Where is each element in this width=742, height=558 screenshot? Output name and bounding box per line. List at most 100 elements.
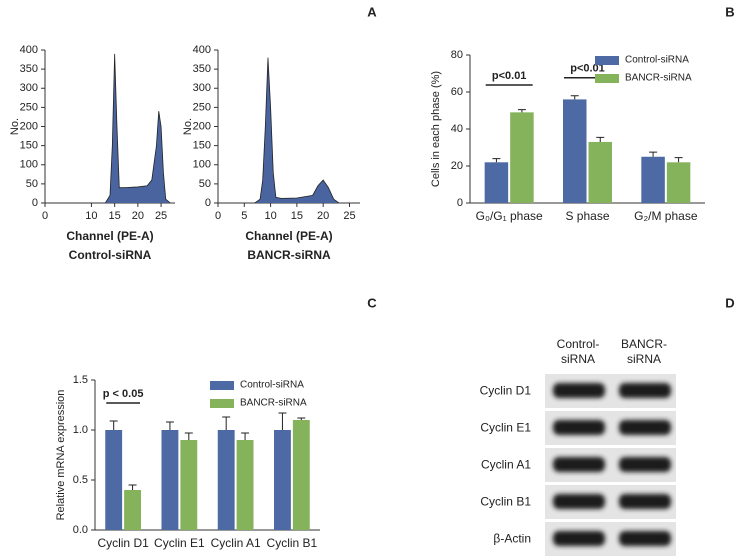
blot-band [553, 383, 605, 398]
error-bar [674, 157, 683, 163]
bar [274, 430, 291, 530]
bar [563, 99, 587, 203]
y-axis-label: No. [9, 118, 21, 135]
y-axis-label: No. [182, 118, 194, 135]
blot-column-label: BANCR- [621, 337, 667, 351]
blot-row-label: β-Actin [493, 532, 531, 546]
annotation: p<0.01 [570, 63, 605, 75]
y-tick-label: 400 [193, 44, 211, 56]
x-tick-label: Cyclin B1 [267, 536, 318, 550]
blot-band [619, 457, 671, 472]
y-tick-label: 350 [20, 63, 38, 75]
blot-row-label: Cyclin D1 [480, 384, 532, 398]
bar [236, 440, 254, 530]
histogram-area [254, 57, 340, 204]
x-tick-label: G₂/M phase [634, 209, 698, 223]
subtitle: BANCR-siRNA [247, 248, 331, 262]
x-axis-label: Channel (PE-A) [66, 229, 153, 243]
y-tick-label: 60 [451, 86, 463, 98]
x-tick-label: 15 [109, 210, 121, 222]
error-bar [517, 109, 526, 113]
blot-row-label: Cyclin E1 [480, 421, 531, 435]
y-tick-label: 200 [193, 120, 211, 132]
x-tick-label: 10 [264, 210, 276, 222]
blot-band [553, 457, 605, 472]
y-tick-label: 0.5 [73, 474, 88, 486]
error-bar [165, 421, 174, 430]
blot-row-label: Cyclin B1 [480, 495, 531, 509]
error-bar [128, 484, 137, 490]
error-bar [222, 416, 231, 430]
legend-swatch [595, 74, 619, 83]
histogram-area [105, 53, 171, 204]
y-tick-label: 150 [193, 140, 211, 152]
bar [484, 162, 509, 203]
y-tick-label: 250 [20, 101, 38, 113]
bar [124, 490, 141, 530]
y-tick-label: 0 [457, 197, 463, 209]
x-tick-label: 10 [85, 210, 97, 222]
x-tick-label: 15 [291, 210, 303, 222]
legend-swatch [210, 381, 234, 390]
y-tick-label: 1.5 [73, 374, 88, 386]
y-tick-label: 100 [20, 159, 38, 171]
bar [666, 162, 691, 203]
bar [161, 430, 179, 530]
x-tick-label: 25 [343, 210, 355, 222]
y-tick-label: 350 [193, 63, 211, 75]
blot-band [553, 494, 605, 509]
y-tick-label: 300 [20, 82, 38, 94]
panel-label: C [367, 295, 377, 310]
y-tick-label: 40 [451, 123, 463, 135]
y-tick-label: 1.0 [73, 424, 88, 436]
x-tick-label: 0 [42, 210, 48, 222]
x-tick-label: 0 [215, 210, 221, 222]
x-axis-label: Channel (PE-A) [245, 229, 332, 243]
y-tick-label: 0 [32, 197, 38, 209]
x-tick-label: 20 [317, 210, 329, 222]
error-bar [570, 95, 579, 100]
y-tick-label: 150 [20, 140, 38, 152]
blot-band [619, 531, 671, 546]
error-bar [278, 412, 287, 430]
blot-band [619, 420, 671, 435]
y-tick-label: 20 [451, 160, 463, 172]
panel-label: A [367, 4, 377, 19]
blot-band [619, 494, 671, 509]
blot-band [553, 531, 605, 546]
error-bar [109, 420, 118, 430]
blot-column-label: siRNA [627, 352, 661, 366]
y-tick-label: 200 [20, 120, 38, 132]
x-tick-label: S phase [565, 209, 609, 223]
y-tick-label: 0.0 [73, 524, 88, 536]
y-axis-label: Cells in each phase (%) [430, 71, 442, 187]
blot-band [619, 383, 671, 398]
blot-band [553, 420, 605, 435]
x-tick-label: 5 [241, 210, 247, 222]
legend-swatch [595, 56, 619, 65]
bar [588, 141, 612, 203]
x-tick-label: G₀/G₁ phase [476, 209, 543, 223]
blot-row-label: Cyclin A1 [481, 458, 531, 472]
bar [641, 156, 665, 203]
panel-label: D [725, 295, 734, 310]
annotation: p<0.01 [492, 70, 527, 82]
legend-label: BANCR-siRNA [240, 398, 307, 409]
error-bar [596, 136, 605, 142]
y-axis-label: Relative mRNA expression [55, 390, 67, 521]
x-tick-label: Cyclin E1 [154, 536, 205, 550]
bar [180, 440, 198, 530]
y-tick-label: 80 [451, 49, 463, 61]
legend-label: Control-siRNA [625, 55, 689, 66]
subtitle: Control-siRNA [69, 248, 152, 262]
bar [292, 420, 310, 530]
error-bar [649, 151, 658, 157]
y-tick-label: 400 [20, 44, 38, 56]
panel-label: B [725, 4, 734, 19]
legend-swatch [210, 399, 234, 408]
y-tick-label: 50 [26, 178, 38, 190]
y-tick-label: 100 [193, 159, 211, 171]
y-tick-label: 300 [193, 82, 211, 94]
y-tick-label: 0 [205, 197, 211, 209]
